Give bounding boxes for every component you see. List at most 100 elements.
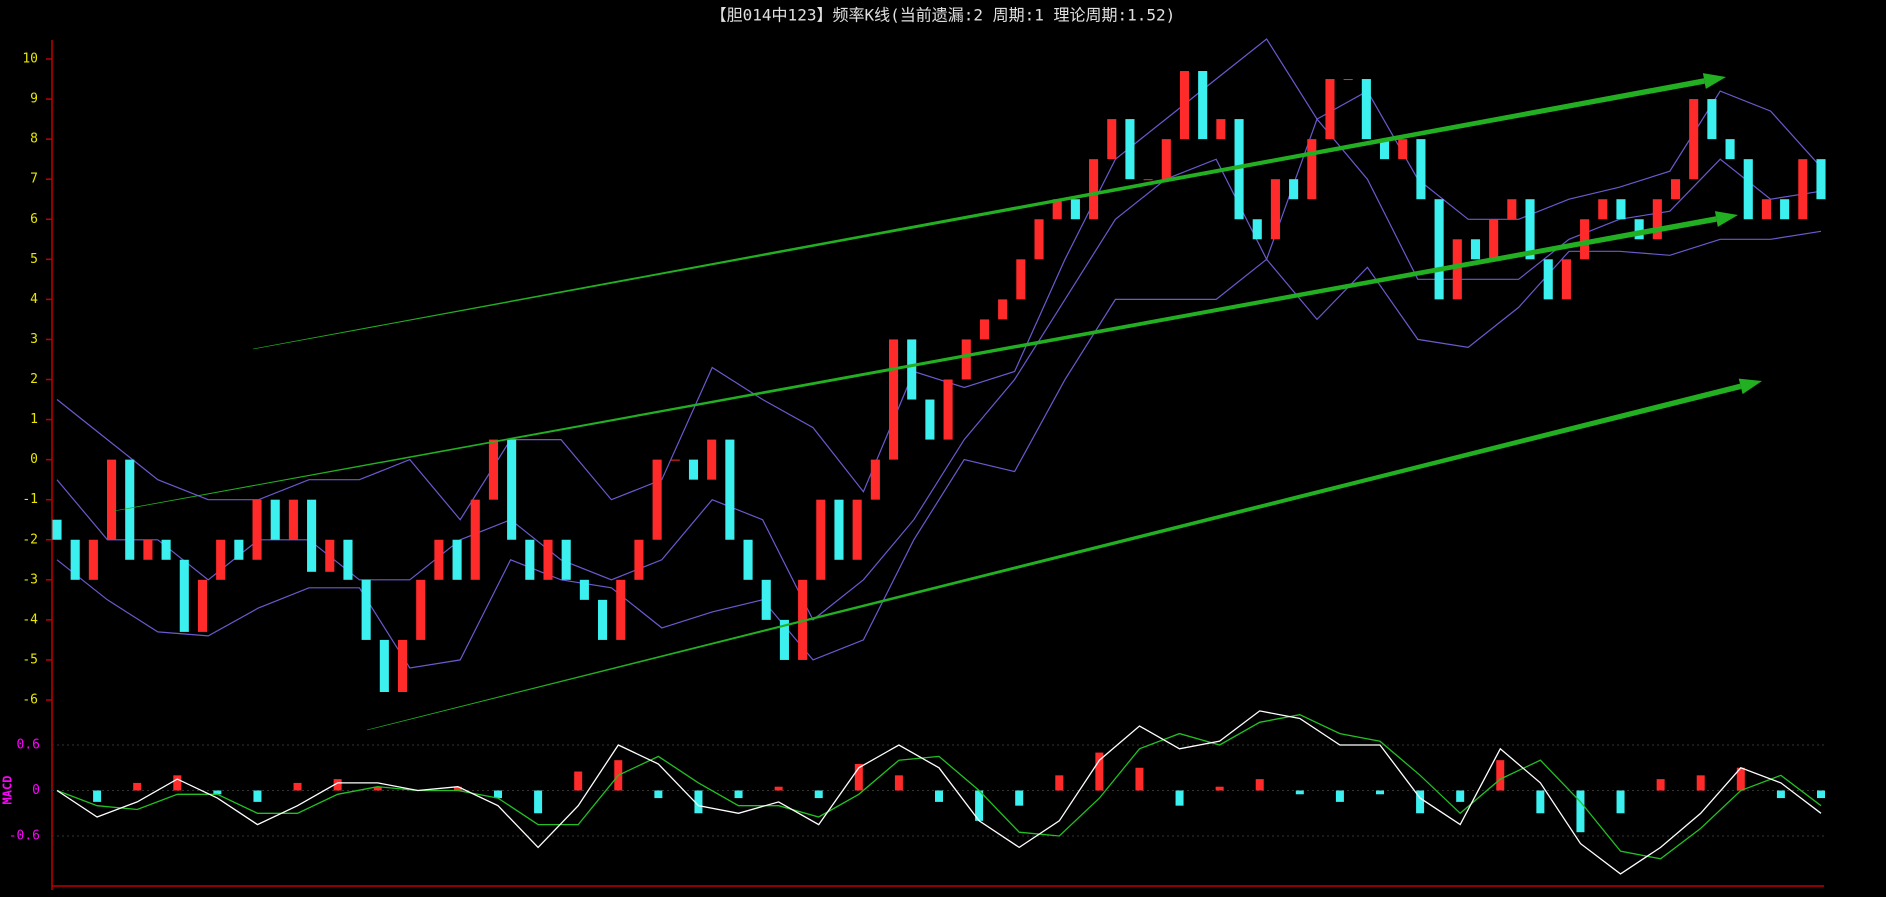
candle-up (1307, 139, 1317, 200)
macd-bar (1015, 790, 1024, 806)
y-tick-label: -3 (22, 572, 38, 587)
candle-up (1670, 179, 1681, 200)
candle-up (816, 499, 826, 580)
macd-bar (1696, 775, 1705, 791)
candle-down (1434, 199, 1444, 300)
candle-down (1725, 139, 1735, 160)
macd-bar (1576, 790, 1585, 833)
macd-bar (534, 790, 543, 814)
candle-down (1252, 219, 1262, 240)
macd-bar (293, 782, 302, 791)
y-tick-label: 5 (30, 252, 38, 267)
y-tick-label: 4 (30, 292, 38, 307)
candle-up (1652, 199, 1662, 240)
macd-bar (133, 782, 142, 791)
dea-line (56, 714, 1822, 860)
y-tick-label: 2 (30, 372, 38, 387)
candle-up (252, 499, 262, 560)
candle-down (161, 539, 171, 560)
macd-bar (854, 763, 863, 791)
macd-bar (1095, 752, 1104, 791)
macd-bar (774, 786, 783, 791)
candle-up (888, 339, 899, 460)
candle-up (1216, 119, 1226, 140)
macd-bar (1295, 790, 1304, 795)
macd-bar (253, 790, 262, 802)
macd-bar (734, 790, 743, 799)
candle-down (1780, 199, 1790, 220)
dif-line (56, 710, 1822, 875)
candle-down (925, 399, 935, 440)
candle-up (1761, 199, 1771, 220)
trend-line (113, 216, 1717, 512)
candle-up (216, 539, 226, 580)
y-tick-label: 9 (30, 92, 38, 107)
candle-up (107, 459, 117, 540)
candle-up (616, 579, 626, 640)
macd-bar (494, 790, 502, 799)
macd-bar (93, 790, 102, 802)
candle-down (52, 519, 62, 540)
candle-down (1707, 99, 1717, 140)
candle-up (416, 579, 426, 640)
macd-bar (173, 775, 182, 791)
trend-line (366, 383, 1742, 731)
trend-arrows (113, 73, 1762, 731)
candle-down (379, 639, 389, 692)
candle-down (1634, 219, 1644, 240)
candle-down (525, 539, 535, 580)
macd-bar (1215, 786, 1224, 791)
y-tick-label: 8 (30, 132, 38, 147)
macd-bar (1335, 790, 1344, 802)
candle-up (1507, 199, 1517, 220)
y-tick-label: 0 (32, 783, 40, 798)
candle-down (598, 599, 608, 640)
candle-down (179, 559, 189, 632)
candle-down (907, 339, 917, 400)
macd-label: MACD (1, 776, 15, 805)
candle-up (197, 579, 208, 632)
candle-down (1070, 199, 1080, 220)
candle-up (670, 459, 680, 461)
candle-up (1343, 79, 1353, 81)
candle-up (1798, 159, 1808, 220)
candle-up (1452, 239, 1462, 300)
macd-bar (654, 790, 663, 799)
macd-bar (1135, 767, 1144, 791)
candle-up (143, 539, 153, 560)
arrow-head (1738, 378, 1762, 395)
candle-up (852, 499, 862, 560)
candle-down (1743, 159, 1753, 220)
y-tick-label: 10 (22, 52, 38, 67)
candle-down (579, 579, 589, 600)
candle-up (397, 639, 408, 692)
candle-up (1034, 219, 1044, 260)
candle-down (1616, 199, 1626, 220)
y-tick-label: -0.6 (9, 829, 40, 844)
macd-bar (814, 790, 823, 799)
candle-up (652, 459, 662, 540)
macd-bar (894, 775, 903, 791)
macd-bar (453, 786, 462, 791)
candle-down (688, 459, 699, 480)
candle-up (961, 339, 971, 380)
candle-down (234, 539, 244, 560)
macd-bar (1776, 790, 1785, 799)
macd-bar (1175, 790, 1184, 806)
macd-bar (574, 771, 583, 791)
candle-up (979, 319, 990, 340)
y-tick-label: -4 (22, 612, 38, 627)
candle-up (1107, 119, 1117, 160)
candle-up (434, 539, 444, 580)
candle-down (343, 539, 353, 580)
macd-bar (373, 786, 382, 791)
candle-up (1325, 79, 1335, 140)
candle-up (1270, 179, 1280, 240)
macd-bar (1416, 790, 1425, 814)
arrow-head (1714, 211, 1738, 227)
candle-up (1052, 199, 1062, 220)
y-tick-label: 7 (30, 172, 38, 187)
candle-down (834, 499, 844, 560)
candle-down (361, 579, 371, 640)
